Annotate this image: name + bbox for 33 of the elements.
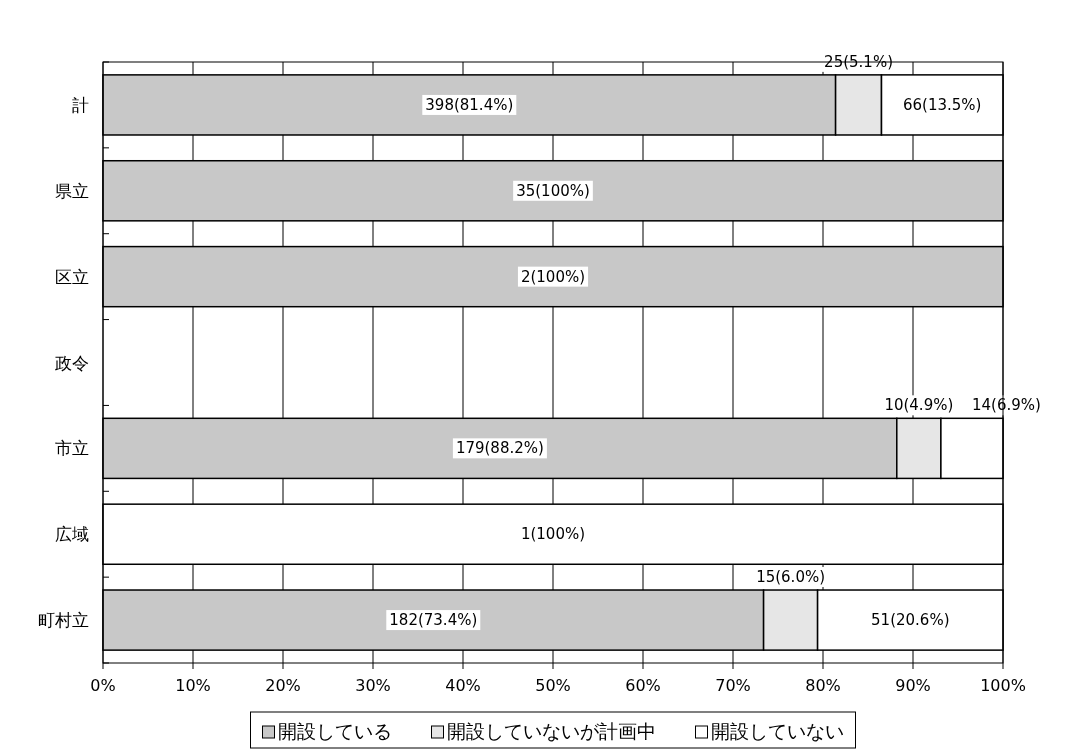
x-tick-label: 60% <box>625 676 661 695</box>
legend-label: 開設している <box>277 720 392 742</box>
y-tick-label: 県立 <box>55 180 89 201</box>
x-tick-label: 90% <box>895 676 931 695</box>
y-tick-label: 町村立 <box>38 610 89 631</box>
data-label: 182(73.4%) <box>389 611 478 630</box>
x-tick-label: 30% <box>355 676 391 695</box>
data-label: 2(100%) <box>520 267 586 286</box>
x-tick-label: 100% <box>980 676 1026 695</box>
legend-label: 開設していない <box>710 720 844 742</box>
x-tick-label: 70% <box>715 676 751 695</box>
data-label: 398(81.4%) <box>425 95 514 114</box>
x-tick-label: 80% <box>805 676 841 695</box>
data-label: 35(100%) <box>516 181 590 200</box>
y-tick-label: 区立 <box>55 266 89 287</box>
data-label: 179(88.2%) <box>455 439 544 458</box>
y-tick-label: 政令 <box>55 352 89 373</box>
x-tick-label: 0% <box>90 676 116 695</box>
data-label: 15(6.0%) <box>756 568 826 587</box>
x-tick-label: 50% <box>535 676 571 695</box>
y-tick-label: 計 <box>72 94 89 115</box>
y-tick-label: 市立 <box>55 438 89 459</box>
data-label: 51(20.6%) <box>871 611 950 630</box>
x-tick-label: 20% <box>265 676 301 695</box>
data-label: 1(100%) <box>520 525 586 544</box>
y-tick-label: 広域 <box>55 524 89 545</box>
data-label: 66(13.5%) <box>903 95 982 114</box>
data-label: 10(4.9%) <box>884 396 954 415</box>
data-label: 25(5.1%) <box>824 52 893 71</box>
x-tick-label: 40% <box>445 676 481 695</box>
data-label: 14(6.9%) <box>971 396 1041 415</box>
x-tick-label: 10% <box>175 676 211 695</box>
legend-label: 開設していないが計画中 <box>446 720 656 742</box>
